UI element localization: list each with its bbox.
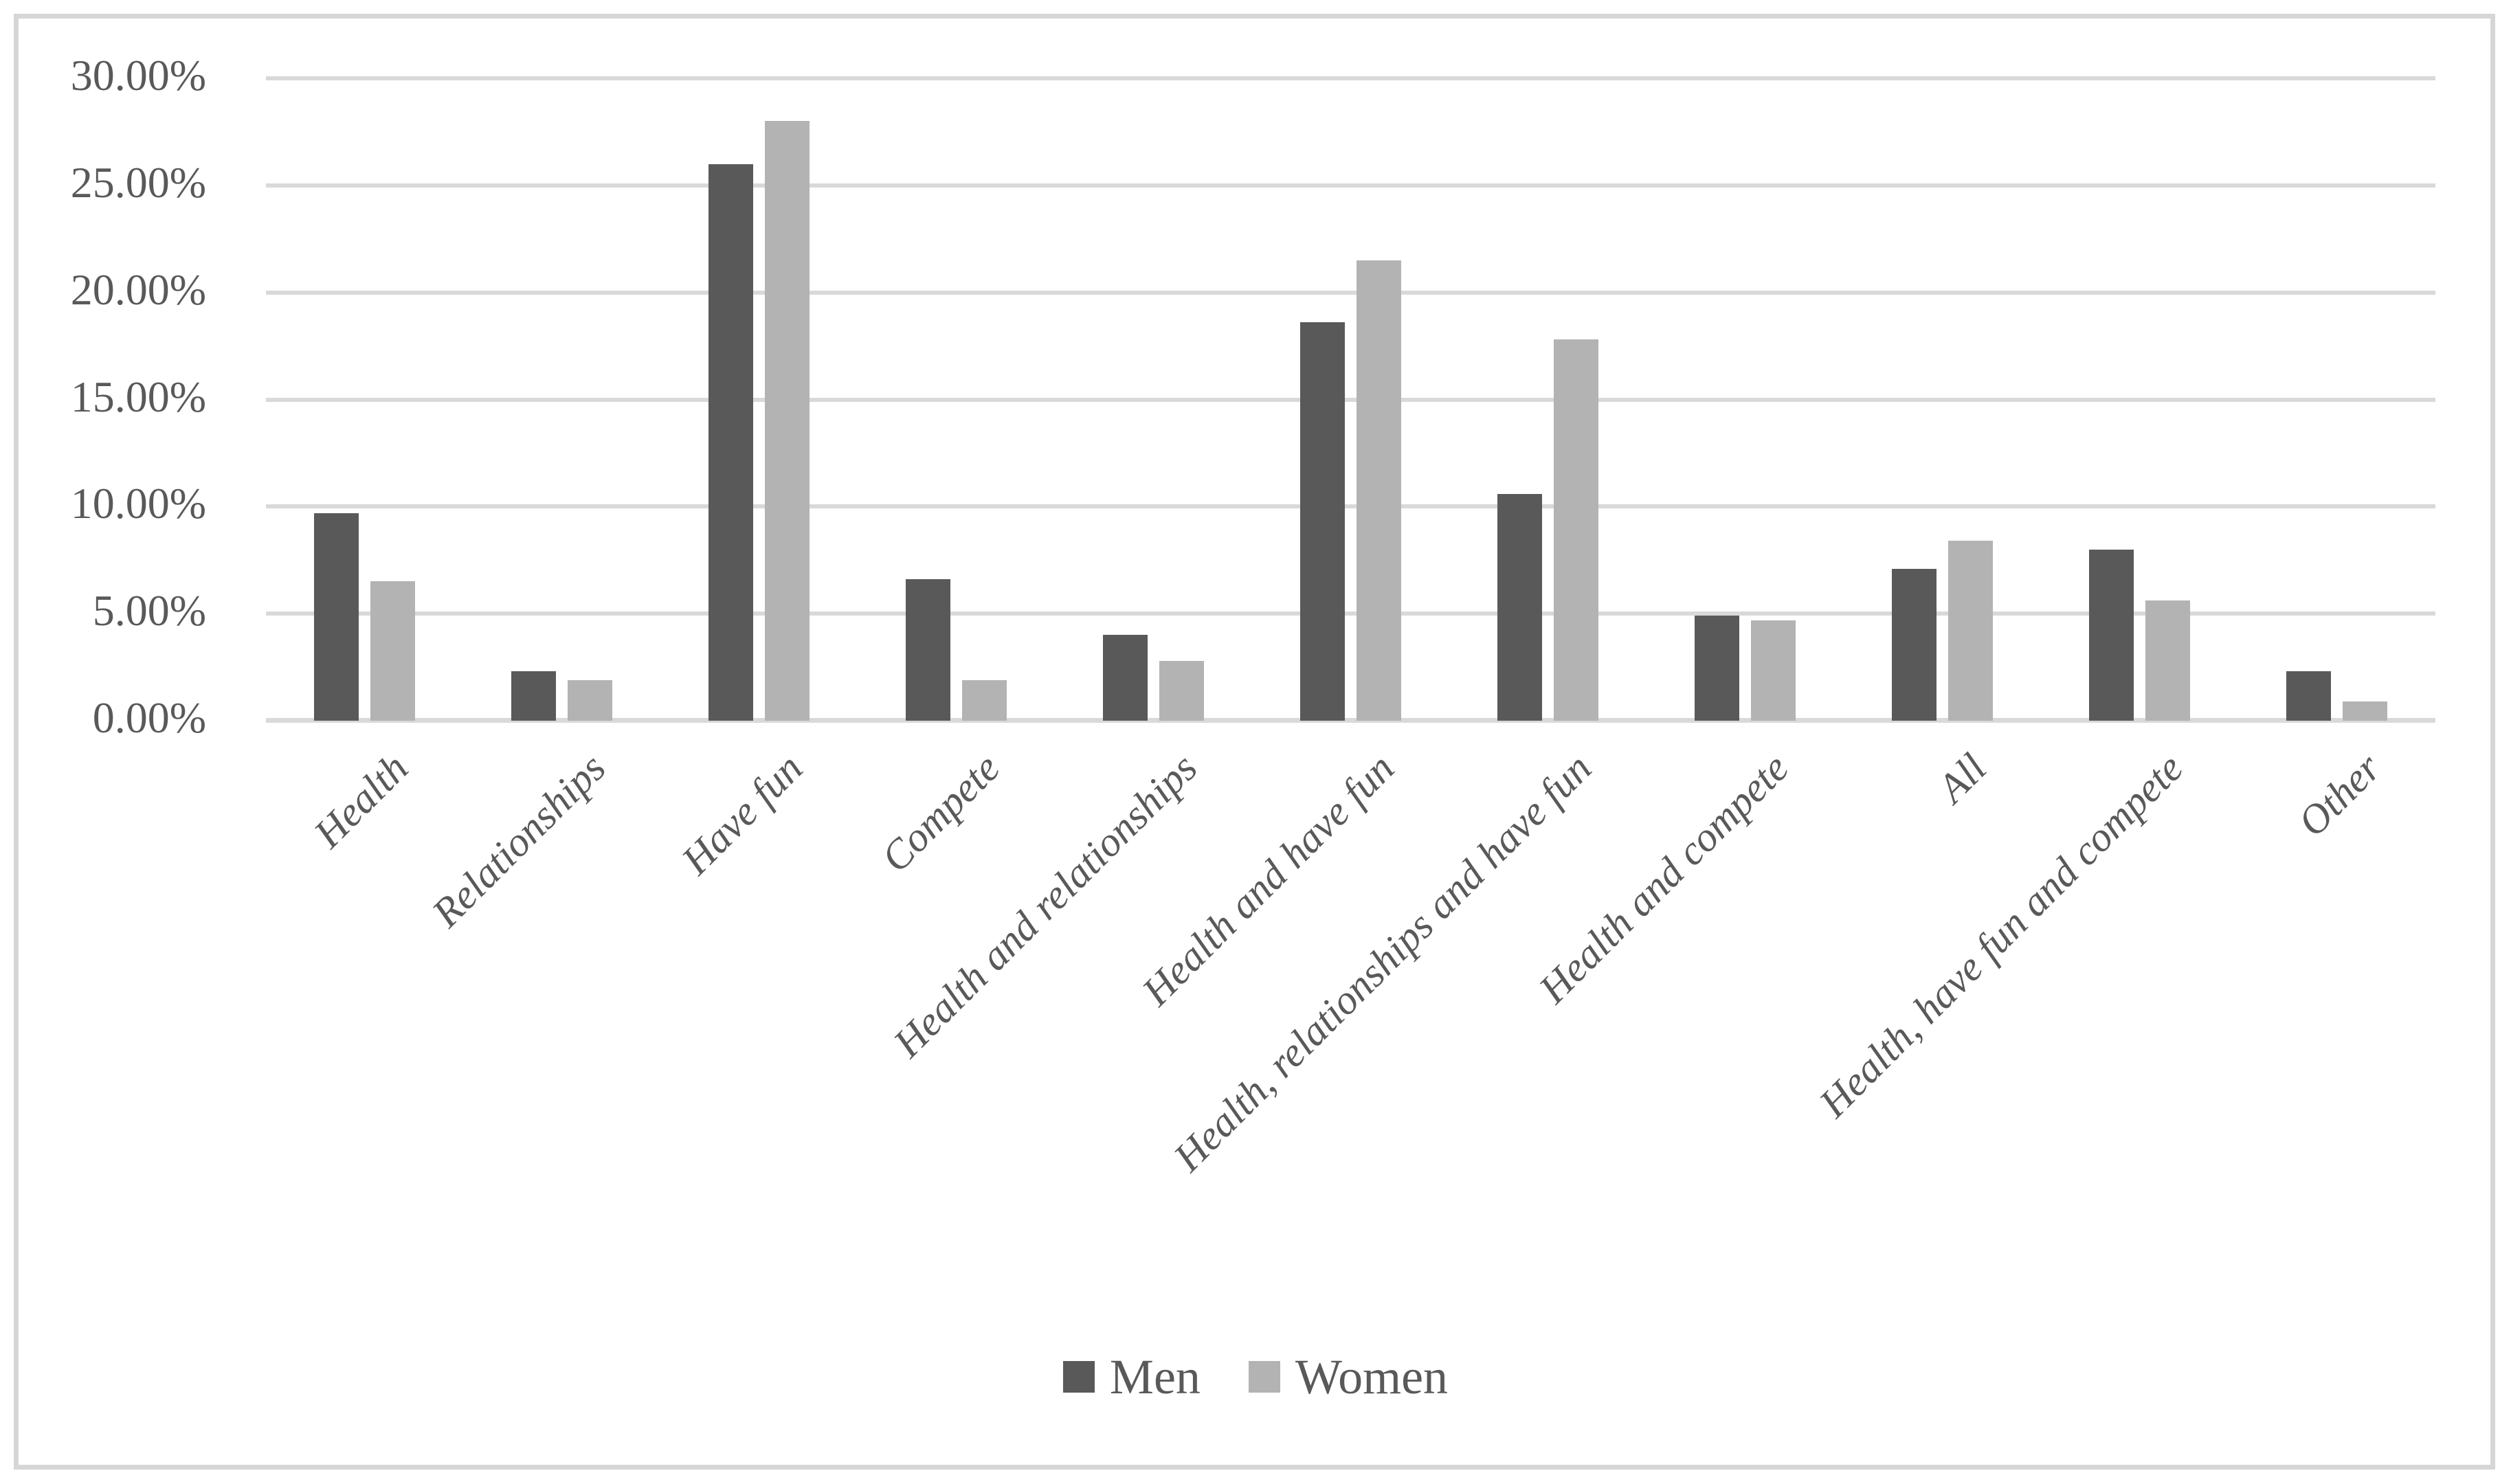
gridline-10pct	[266, 504, 2435, 509]
gridline-25pct	[266, 183, 2435, 188]
plot-area	[266, 76, 2435, 723]
legend-men-label: Men	[1109, 1349, 1201, 1404]
bar-men-3	[708, 164, 753, 721]
bar-women-1	[370, 581, 415, 721]
bar-group-5	[1055, 78, 1252, 721]
bar-group-2	[463, 78, 660, 721]
bar-women-10	[2145, 600, 2190, 721]
gridline-30pct	[266, 76, 2435, 80]
bar-men-11	[2286, 671, 2331, 721]
bar-women-11	[2343, 701, 2387, 721]
bar-group-1	[266, 78, 463, 721]
bar-men-8	[1695, 616, 1739, 721]
bar-men-9	[1892, 568, 1937, 721]
bar-women-4	[962, 679, 1007, 721]
bar-women-2	[568, 679, 612, 721]
bar-men-10	[2089, 549, 2134, 721]
y-tick-label-10.00%: 10.00%	[70, 479, 206, 528]
legend-women-label: Women	[1295, 1349, 1449, 1404]
bar-women-5	[1159, 660, 1204, 721]
legend-women-swatch	[1248, 1361, 1280, 1393]
y-tick-label-15.00%: 15.00%	[70, 372, 206, 421]
bar-group-4	[858, 78, 1055, 721]
bar-group-10	[2041, 78, 2238, 721]
legend-item-women: Women	[1248, 1349, 1449, 1404]
bar-women-3	[765, 121, 810, 721]
bar-group-7	[1449, 78, 1647, 721]
legend: Men Women	[0, 1352, 2511, 1402]
gridline-0pct	[266, 718, 2435, 723]
bar-men-7	[1497, 493, 1542, 721]
y-tick-label-30.00%: 30.00%	[70, 51, 206, 100]
y-tick-label-25.00%: 25.00%	[70, 157, 206, 207]
y-tick-label-0.00%: 0.00%	[92, 693, 206, 742]
bar-group-11	[2238, 78, 2435, 721]
bar-men-1	[314, 513, 359, 721]
gridline-5pct	[266, 611, 2435, 616]
y-tick-label-5.00%: 5.00%	[92, 586, 206, 636]
bar-men-6	[1300, 322, 1345, 721]
bar-group-9	[1844, 78, 2041, 721]
legend-item-men: Men	[1062, 1349, 1201, 1404]
bar-men-5	[1103, 635, 1148, 721]
gridline-20pct	[266, 290, 2435, 295]
bar-women-7	[1554, 339, 1598, 721]
bar-women-6	[1357, 260, 1401, 721]
gridline-15pct	[266, 397, 2435, 402]
y-tick-label-20.00%: 20.00%	[70, 265, 206, 314]
bar-women-9	[1948, 541, 1993, 721]
bar-group-3	[660, 78, 858, 721]
bar-women-8	[1751, 620, 1796, 721]
figure-border	[14, 14, 2495, 1470]
bar-group-8	[1647, 78, 1844, 721]
bar-men-2	[511, 671, 556, 721]
bar-men-4	[906, 579, 950, 721]
legend-men-swatch	[1062, 1361, 1095, 1393]
bar-group-6	[1252, 78, 1449, 721]
